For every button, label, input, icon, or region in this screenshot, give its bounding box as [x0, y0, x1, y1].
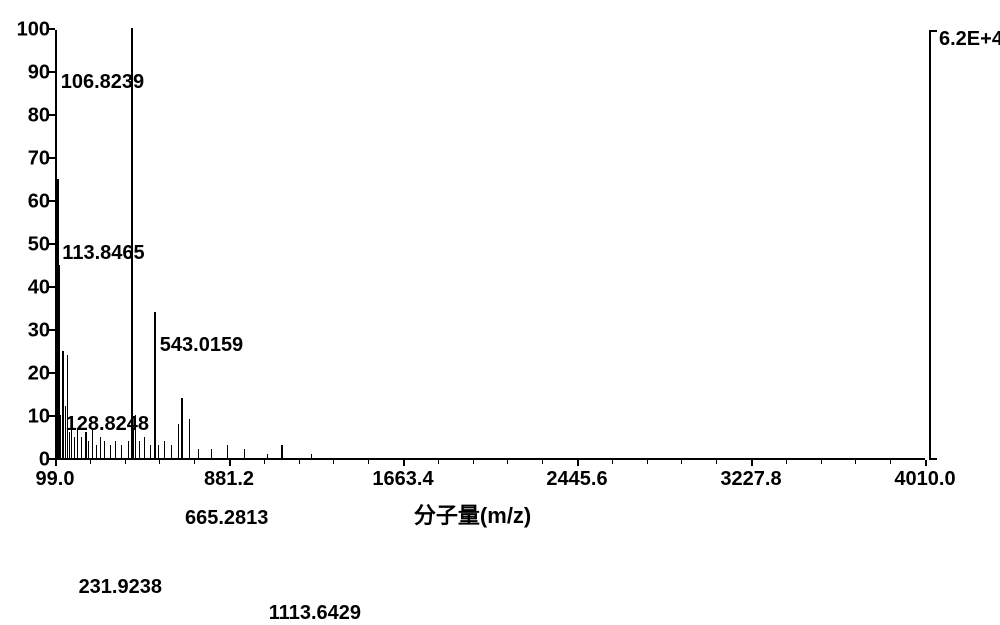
noise-peak: [128, 441, 129, 458]
peak-label: 231.9238: [79, 576, 162, 599]
y-tick-label: 80: [5, 105, 50, 128]
labeled-peak: [281, 445, 283, 458]
noise-peak: [267, 454, 268, 458]
noise-peak: [150, 445, 151, 458]
y-tick-label: 100: [5, 19, 50, 42]
x-tick-minor: [855, 460, 856, 464]
noise-peak: [115, 441, 116, 458]
intensity-scale-bracket: [929, 30, 937, 460]
peak-label: 665.2813: [185, 507, 268, 530]
plot-area: [55, 30, 925, 460]
noise-peak: [104, 441, 105, 458]
labeled-peak: [154, 312, 156, 458]
x-tick-minor: [264, 460, 265, 464]
x-axis-title: 分子量(m/z): [414, 498, 531, 530]
labeled-peak: [62, 351, 64, 459]
x-tick-minor: [125, 460, 126, 464]
x-tick-minor: [473, 460, 474, 464]
noise-peak: [96, 445, 97, 458]
x-tick-label: 4010.0: [894, 468, 955, 491]
labeled-peak: [58, 265, 60, 459]
y-tick-label: 50: [5, 234, 50, 257]
x-tick-minor: [890, 460, 891, 464]
noise-peak: [178, 424, 179, 458]
labeled-peak: [181, 398, 183, 458]
noise-peak: [198, 449, 199, 458]
y-tick-label: 70: [5, 148, 50, 171]
peak-label: 543.0159: [160, 334, 243, 357]
noise-peak: [121, 445, 122, 458]
x-tick: [751, 460, 753, 466]
x-tick-minor: [542, 460, 543, 464]
x-tick-label: 1663.4: [372, 468, 433, 491]
mass-spectrum-chart: 6.2E+4 分子量(m/z) 010203040506070809010099…: [0, 0, 1000, 547]
noise-peak: [139, 441, 140, 458]
noise-peak: [110, 445, 111, 458]
noise-peak: [88, 441, 89, 458]
x-tick: [925, 460, 927, 466]
x-tick-minor: [507, 460, 508, 464]
x-tick-minor: [299, 460, 300, 464]
noise-peak: [244, 449, 245, 458]
x-tick-minor: [786, 460, 787, 464]
x-tick-minor: [368, 460, 369, 464]
x-tick-label: 3227.8: [720, 468, 781, 491]
x-tick-minor: [716, 460, 717, 464]
noise-peak: [74, 437, 75, 459]
peak-label: 106.8239: [61, 71, 144, 94]
peak-label: 113.8465: [62, 242, 144, 265]
peak-label: 128.8248: [66, 413, 149, 436]
x-axis-line: [55, 458, 925, 460]
y-tick-label: 40: [5, 277, 50, 300]
labeled-peak: [85, 432, 87, 458]
x-tick-minor: [647, 460, 648, 464]
y-tick-label: 20: [5, 363, 50, 386]
x-tick-minor: [159, 460, 160, 464]
x-tick-minor: [438, 460, 439, 464]
peak-label: 1113.6429: [269, 602, 361, 625]
y-tick-label: 10: [5, 406, 50, 429]
x-tick: [55, 460, 57, 466]
x-tick: [403, 460, 405, 466]
noise-peak: [81, 437, 82, 459]
noise-peak: [164, 441, 165, 458]
x-tick: [577, 460, 579, 466]
noise-peak: [227, 445, 228, 458]
noise-peak: [144, 437, 145, 459]
noise-peak: [69, 432, 70, 458]
y-tick-label: 90: [5, 62, 50, 85]
noise-peak: [189, 419, 190, 458]
noise-peak: [100, 437, 101, 459]
x-tick-minor: [821, 460, 822, 464]
noise-peak: [311, 454, 312, 458]
y-tick-label: 60: [5, 191, 50, 214]
x-tick-minor: [194, 460, 195, 464]
x-tick-minor: [612, 460, 613, 464]
x-tick-minor: [681, 460, 682, 464]
x-tick-minor: [90, 460, 91, 464]
x-tick: [229, 460, 231, 466]
x-tick-label: 2445.6: [546, 468, 607, 491]
x-tick-minor: [333, 460, 334, 464]
x-tick-label: 99.0: [36, 468, 75, 491]
x-tick-label: 881.2: [204, 468, 254, 491]
noise-peak: [211, 449, 212, 458]
y-tick-label: 30: [5, 320, 50, 343]
noise-peak: [158, 445, 159, 458]
noise-peak: [171, 445, 172, 458]
intensity-scale-label: 6.2E+4: [939, 28, 1000, 51]
